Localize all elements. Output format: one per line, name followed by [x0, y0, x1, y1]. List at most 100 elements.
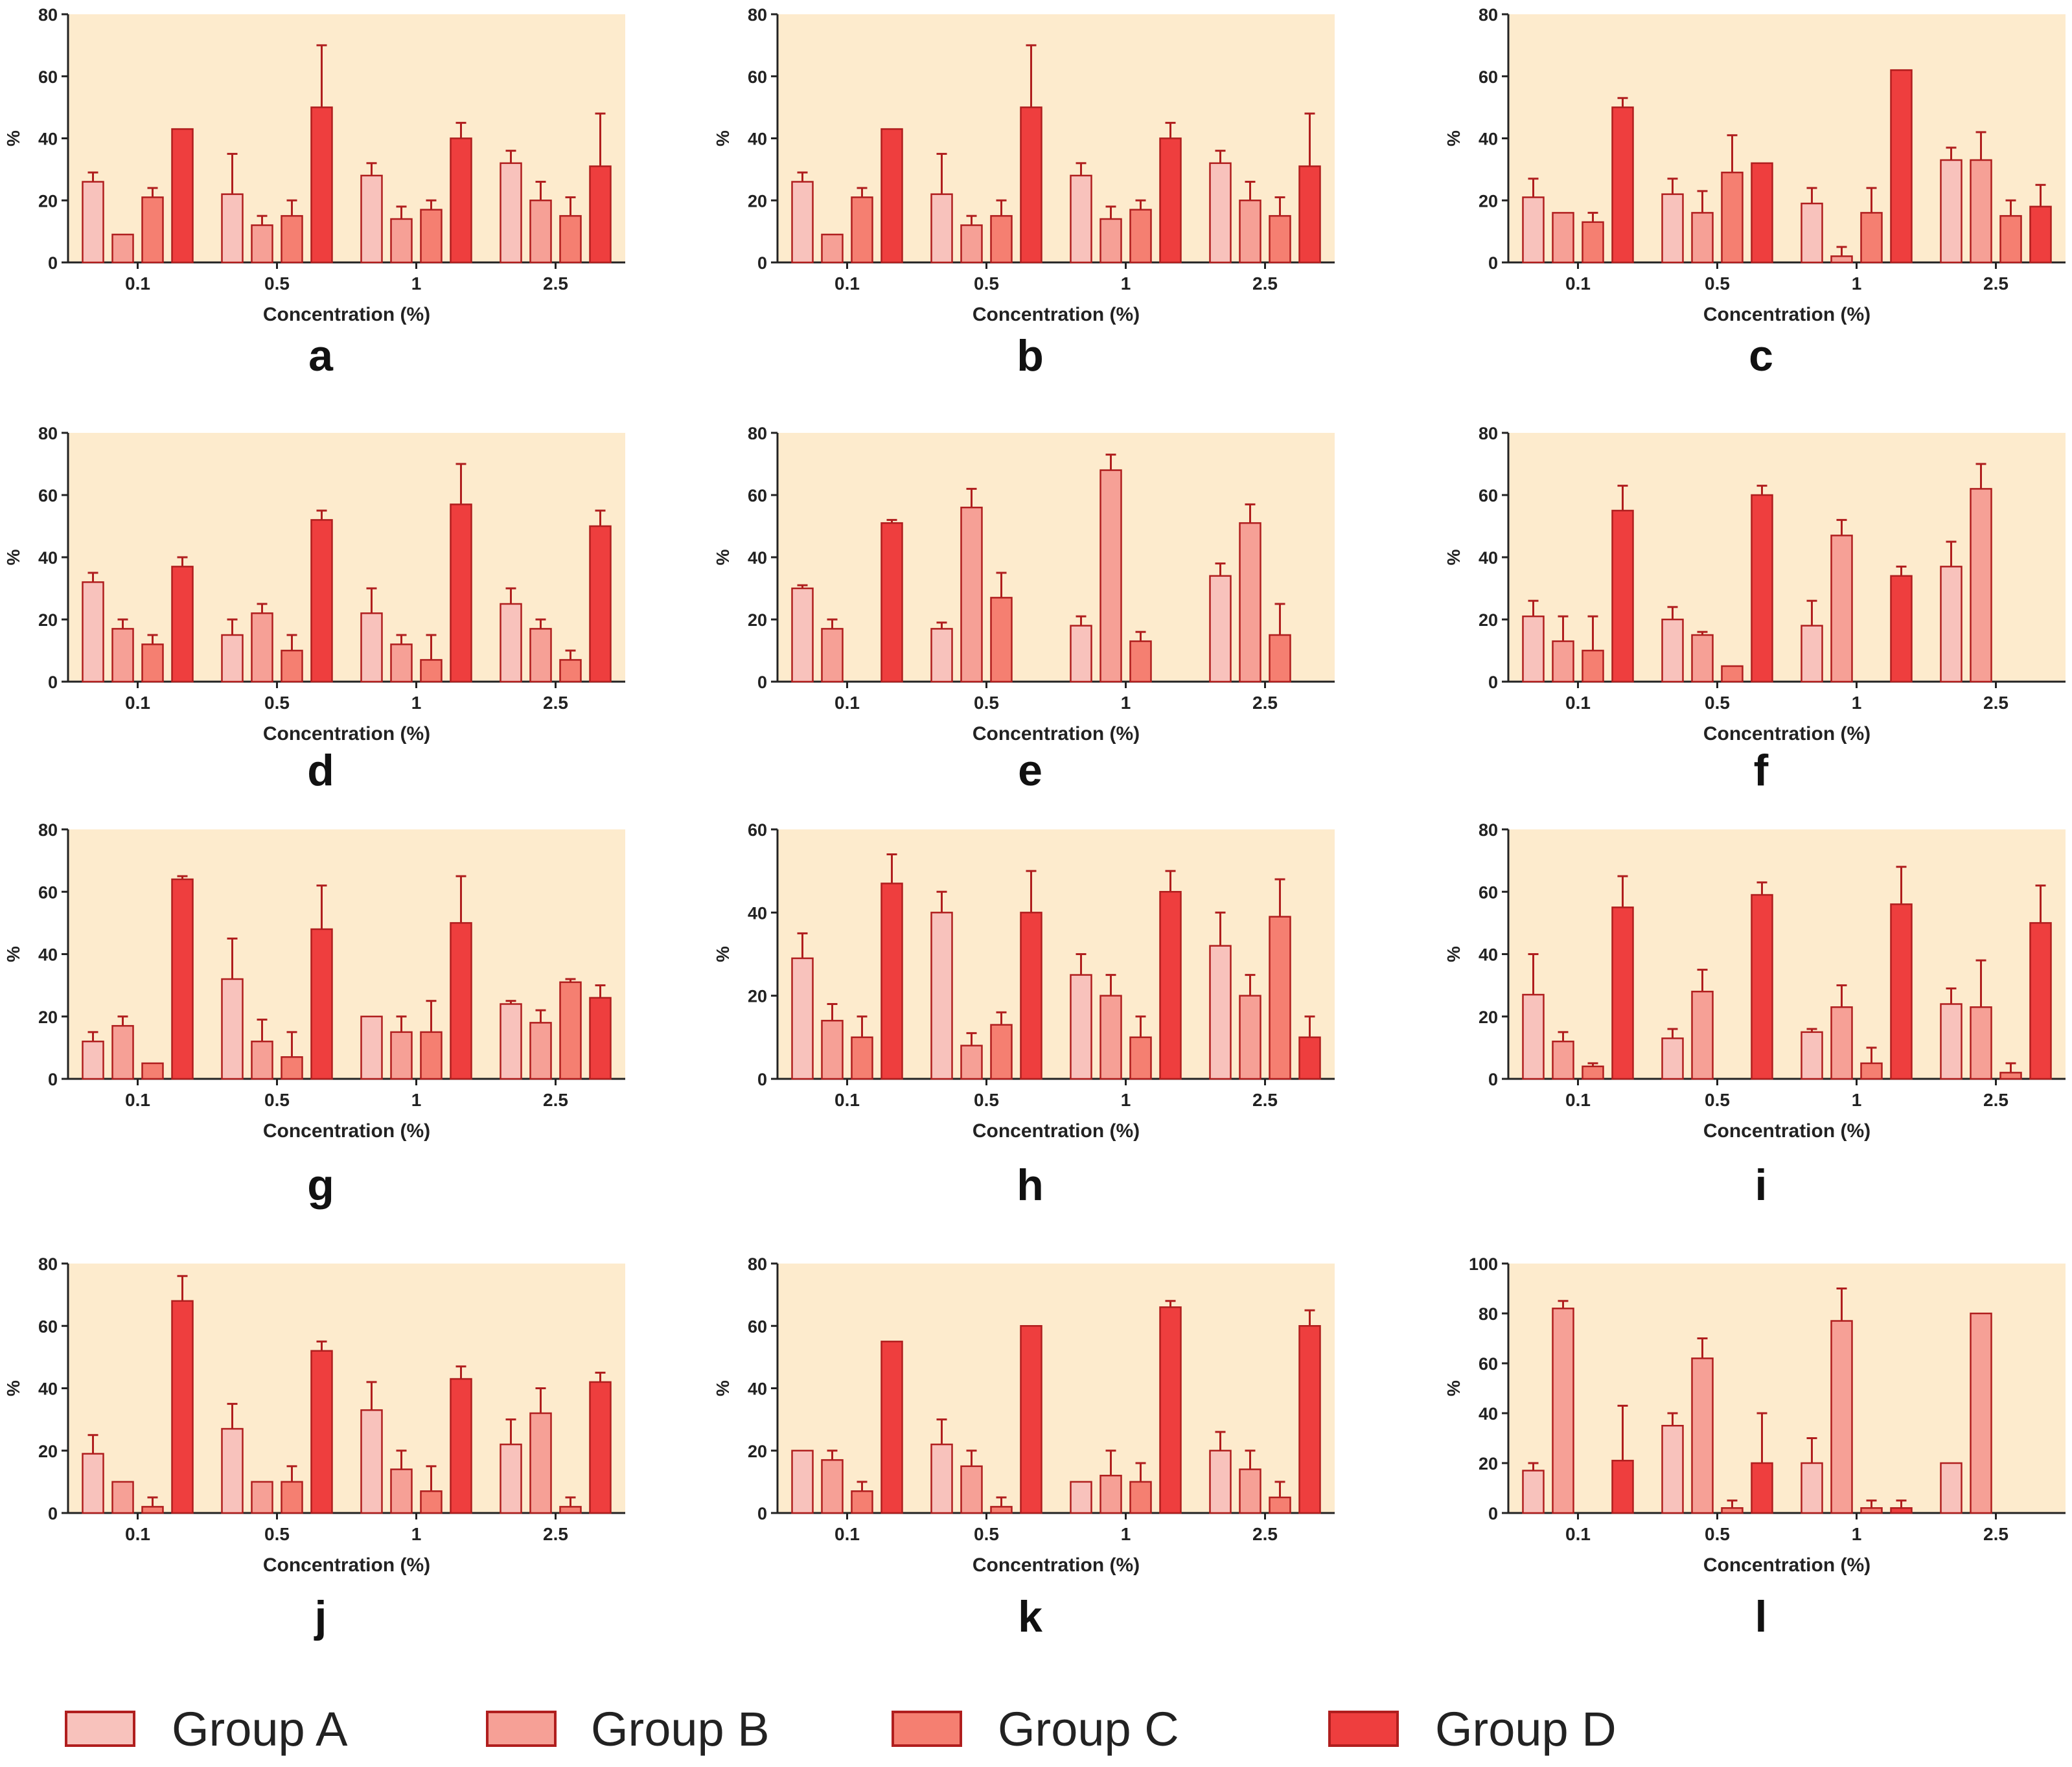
bar-group-a	[930, 1443, 953, 1514]
panel-letter: k	[1018, 1592, 1042, 1641]
x-tick-label: 2.5	[1983, 693, 2009, 713]
x-tick-label: 0.1	[835, 693, 860, 713]
legend-item-group-b: Group B	[486, 1702, 770, 1756]
x-tick-label: 0.5	[264, 1090, 290, 1110]
y-tick-label: 20	[1479, 191, 1498, 211]
x-tick-label: 0.5	[264, 1524, 290, 1544]
y-tick-label: 60	[748, 820, 767, 840]
bar-group-b	[390, 218, 413, 264]
bar-group-a	[791, 957, 814, 1080]
bar-group-b	[1691, 1357, 1714, 1514]
bar-group-a	[1940, 566, 1963, 683]
bar-group-c	[141, 1506, 164, 1514]
bar-group-b	[390, 1468, 413, 1514]
bar-group-b	[821, 1459, 844, 1514]
bar-group-d	[1159, 137, 1182, 264]
y-axis-label: %	[3, 549, 23, 565]
y-tick-label: 0	[757, 1070, 767, 1089]
y-tick-label: 40	[1479, 945, 1498, 965]
y-tick-label: 80	[1479, 5, 1498, 25]
bar-group-a	[500, 603, 522, 683]
x-tick-label: 0.5	[264, 693, 290, 713]
bar-group-d	[1890, 903, 1913, 1080]
bar-group-b	[821, 1019, 844, 1080]
panel-letter: a	[308, 331, 334, 380]
bar-group-b	[529, 200, 552, 264]
y-tick-label: 40	[1479, 548, 1498, 568]
x-tick-label: 0.5	[974, 693, 999, 713]
bar-group-b	[1691, 991, 1714, 1080]
y-axis-label: %	[3, 946, 23, 962]
bar-group-c	[1582, 1065, 1604, 1080]
bar-group-d	[1020, 106, 1042, 264]
y-axis-label: %	[1444, 1380, 1464, 1396]
bar-group-d	[1298, 1325, 1321, 1514]
bar-group-d	[450, 503, 472, 683]
y-axis-label: %	[713, 1380, 733, 1396]
x-tick-label: 2.5	[1252, 1524, 1278, 1544]
bar-group-b	[251, 224, 273, 264]
panel-letter: g	[307, 1161, 334, 1210]
bar-group-a	[221, 1427, 244, 1514]
y-axis-label: %	[3, 130, 23, 146]
y-tick-label: 0	[1488, 1070, 1498, 1089]
x-tick-label: 0.5	[1705, 1524, 1730, 1544]
bar-group-c	[281, 214, 303, 264]
legend-label-group-a: Group A	[172, 1702, 348, 1756]
x-axis-label: Concentration (%)	[973, 1554, 1140, 1576]
x-tick-label: 1	[411, 1524, 422, 1544]
bar-group-c	[990, 214, 1013, 264]
x-tick-label: 0.5	[974, 273, 999, 294]
y-tick-label: 40	[748, 1380, 767, 1399]
bar-group-a	[1801, 1462, 1823, 1514]
chart-panel-j: 0 20 40 60 80% 0.1 0.5 1 2.5 Concentration (%) j	[3, 1254, 625, 1641]
bar-group-b	[529, 1022, 552, 1080]
bar-group-d	[2029, 205, 2052, 264]
bar-group-c	[420, 209, 443, 264]
bar-group-c	[141, 1062, 164, 1080]
bar-group-b	[1239, 995, 1261, 1080]
x-tick-label: 0.1	[835, 273, 860, 294]
x-axis-label: Concentration (%)	[973, 723, 1140, 745]
x-axis-label: Concentration (%)	[263, 304, 430, 325]
bar-group-d	[1611, 106, 1634, 264]
bar-group-d	[881, 522, 903, 683]
bar-group-c	[1721, 1507, 1744, 1514]
bar-group-b	[1830, 1006, 1853, 1080]
x-axis-label: Concentration (%)	[973, 1120, 1140, 1142]
x-tick-label: 2.5	[543, 1090, 568, 1110]
chart-panel-g: 0 20 40 60 80% 0.1 0.5 1 2.5 Concentration (%) g	[3, 820, 625, 1210]
bar-group-b	[1099, 469, 1122, 683]
bar-group-a	[1801, 1031, 1823, 1080]
y-tick-label: 20	[38, 1442, 58, 1461]
bar-group-c	[420, 659, 443, 683]
bar-group-c	[420, 1031, 443, 1080]
bar-group-c	[1999, 1072, 2022, 1080]
x-tick-label: 2.5	[543, 1524, 568, 1544]
x-tick-label: 1	[1852, 693, 1862, 713]
bar-group-d	[1751, 1462, 1773, 1514]
x-tick-label: 1	[1121, 693, 1131, 713]
bar-group-b	[960, 1045, 983, 1080]
bar-group-a	[930, 628, 953, 683]
y-tick-label: 80	[748, 424, 767, 443]
bar-group-b	[1970, 159, 1992, 264]
y-axis-label: %	[713, 946, 733, 962]
x-tick-label: 2.5	[1983, 1524, 2009, 1544]
bar-group-d	[450, 922, 472, 1080]
bar-group-d	[589, 1381, 612, 1514]
bar-group-c	[851, 196, 873, 264]
legend-label-group-c: Group C	[998, 1702, 1179, 1756]
bar-group-a	[221, 634, 244, 683]
bar-group-c	[559, 659, 582, 683]
bar-group-b	[1552, 1041, 1574, 1080]
y-axis-label: %	[3, 1380, 23, 1396]
legend: Group A Group B Group C Group D	[65, 1702, 1617, 1756]
bar-group-c	[990, 597, 1013, 683]
x-axis-label: Concentration (%)	[1703, 1120, 1871, 1142]
bar-group-d	[450, 137, 472, 264]
y-tick-label: 20	[38, 191, 58, 211]
bar-group-d	[1611, 907, 1634, 1080]
panel-letter: c	[1749, 331, 1773, 380]
